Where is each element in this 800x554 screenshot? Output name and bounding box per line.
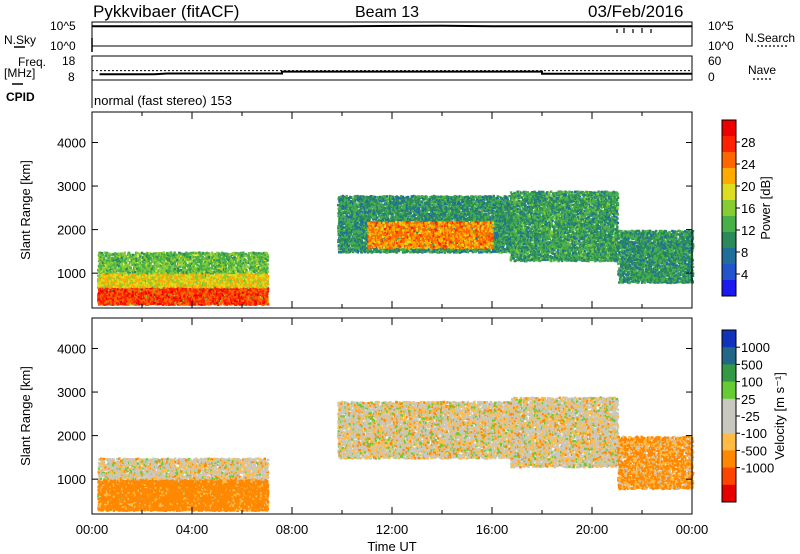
power-cell xyxy=(238,252,240,254)
power-cell xyxy=(237,299,239,301)
power-cell xyxy=(202,252,204,254)
power-cell xyxy=(132,303,134,305)
power-cell xyxy=(149,274,151,276)
power-cell xyxy=(180,300,182,302)
power-cell xyxy=(133,274,135,276)
power-cell xyxy=(217,289,219,291)
power-cell xyxy=(152,280,154,282)
power-cell xyxy=(242,252,244,254)
power-cell xyxy=(244,259,246,261)
power-cell xyxy=(248,272,250,274)
power-cell xyxy=(151,290,153,292)
power-cell xyxy=(203,265,205,267)
power-cell xyxy=(141,252,143,254)
power-cell xyxy=(157,303,159,305)
power-cell xyxy=(160,265,162,267)
power-cell xyxy=(134,271,136,273)
power-cell xyxy=(213,302,215,304)
power-cell xyxy=(185,263,187,265)
power-cell xyxy=(144,295,146,297)
power-cell xyxy=(245,269,247,271)
power-cell xyxy=(175,254,177,256)
power-cell xyxy=(262,292,264,294)
power-cell xyxy=(170,251,172,253)
power-cell xyxy=(107,268,109,270)
power-cell xyxy=(114,274,116,276)
freq-panel-frame xyxy=(92,56,692,80)
power-cell xyxy=(252,299,254,301)
power-cell xyxy=(103,286,105,288)
power-cell xyxy=(244,266,246,268)
power-cell xyxy=(128,264,130,266)
power-cell xyxy=(193,302,195,304)
power-cell xyxy=(179,303,181,305)
power-cell xyxy=(245,253,247,255)
power-cell xyxy=(108,253,110,255)
power-cell xyxy=(118,263,120,265)
power-cell xyxy=(174,264,176,266)
power-cell xyxy=(245,255,247,257)
power-cell xyxy=(267,259,269,261)
power-cell xyxy=(110,289,112,291)
power-cell xyxy=(266,295,268,297)
power-cell xyxy=(100,267,102,269)
power-cell xyxy=(266,302,268,304)
power-cell xyxy=(130,267,132,269)
power-cell xyxy=(190,252,192,254)
power-cell xyxy=(196,264,198,266)
power-cell xyxy=(136,252,138,254)
power-cell xyxy=(266,299,268,301)
power-cell xyxy=(248,254,250,256)
power-cell xyxy=(102,254,104,256)
power-cell xyxy=(249,252,251,254)
power-cell xyxy=(135,254,137,256)
power-cell xyxy=(163,252,165,254)
power-cell xyxy=(120,274,122,276)
power-cell xyxy=(267,271,269,273)
power-cell xyxy=(206,261,208,263)
power-cell xyxy=(159,300,161,302)
power-cell xyxy=(266,252,268,254)
power-cell xyxy=(166,294,168,296)
power-cell xyxy=(257,294,259,296)
power-cell xyxy=(266,266,268,268)
power-cell xyxy=(218,300,220,302)
power-cell xyxy=(160,277,162,279)
power-cell xyxy=(217,304,219,306)
power-cell xyxy=(223,288,225,290)
power-cell xyxy=(228,253,230,255)
power-cell xyxy=(211,252,213,254)
power-cell xyxy=(195,274,197,276)
power-cell xyxy=(150,258,152,260)
power-cell xyxy=(267,263,269,265)
power-cell xyxy=(103,257,105,259)
power-cell xyxy=(174,262,176,264)
power-cell xyxy=(230,256,232,258)
power-cell xyxy=(203,303,205,305)
power-cell xyxy=(148,258,150,260)
power-cell xyxy=(124,252,126,254)
power-cell xyxy=(266,292,268,294)
power-cell xyxy=(250,269,252,271)
power-cell xyxy=(167,274,169,276)
power-cell xyxy=(106,282,108,284)
power-cell xyxy=(174,303,176,305)
freq-series-line xyxy=(100,72,693,75)
power-cell xyxy=(196,254,198,256)
power-cell xyxy=(146,270,148,272)
power-cell xyxy=(233,298,235,300)
power-cell xyxy=(146,289,148,291)
power-cell xyxy=(124,294,126,296)
power-cell xyxy=(131,273,133,275)
power-cell xyxy=(199,292,201,294)
power-cell xyxy=(181,292,183,294)
power-cell xyxy=(173,254,175,256)
power-cell xyxy=(267,257,269,259)
power-cell xyxy=(157,274,159,276)
power-cell xyxy=(235,252,237,254)
power-cell xyxy=(125,255,127,257)
power-cell xyxy=(227,301,229,303)
